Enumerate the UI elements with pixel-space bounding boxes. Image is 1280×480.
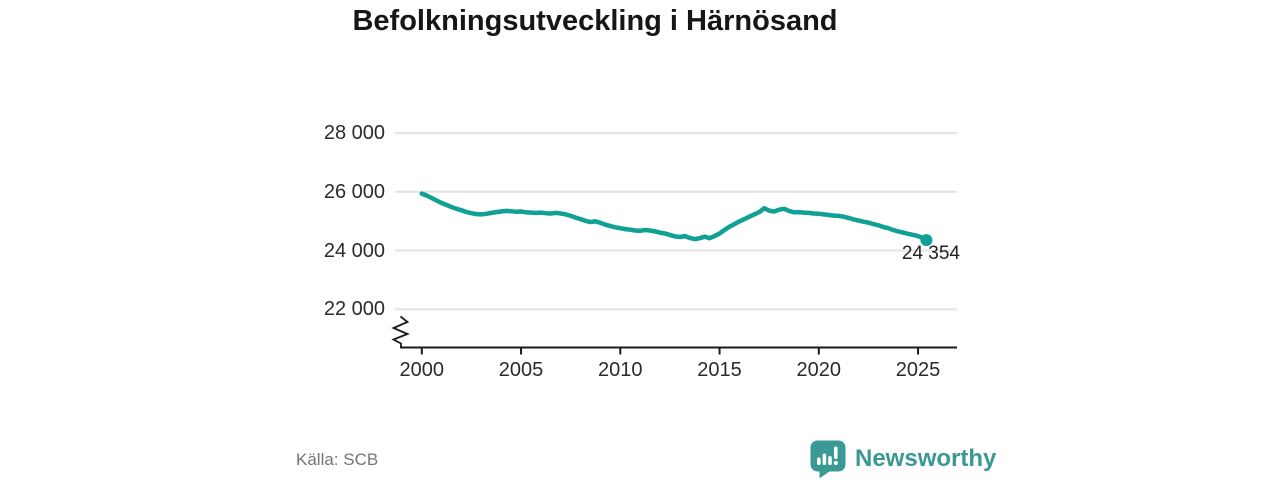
newsworthy-logo-text: Newsworthy	[855, 445, 997, 472]
population-line	[419, 191, 929, 243]
x-tick-label: 2005	[498, 359, 544, 381]
bar-3	[828, 456, 832, 465]
x-tick-label: 2015	[697, 359, 742, 381]
y-tick-label: 24 000	[323, 239, 385, 262]
x-tick-label: 2020	[796, 359, 842, 381]
speech-bubble-shape	[810, 440, 846, 478]
exclamation-bar	[834, 446, 838, 459]
chart-title: Befolkningsutveckling i Härnösand	[352, 5, 838, 37]
bar-1	[817, 457, 821, 465]
y-tick-label: 28 000	[323, 122, 385, 145]
source-label: Källa: SCB	[296, 450, 379, 469]
x-tick-label: 2000	[399, 359, 445, 381]
x-tick-label: 2010	[598, 359, 643, 381]
axis-break-icon	[391, 315, 410, 347]
latest-point-dot	[920, 234, 933, 247]
bar-2	[822, 453, 827, 465]
latest-value-label: 24 354	[901, 243, 960, 264]
y-tick-label: 26 000	[323, 180, 385, 203]
y-tick-label: 22 000	[323, 298, 385, 321]
newsworthy-logo[interactable]: Newsworthy	[810, 440, 996, 478]
exclamation-dot	[833, 460, 838, 466]
newsworthy-logo-icon	[810, 440, 846, 478]
x-tick-label: 2025	[895, 359, 941, 381]
